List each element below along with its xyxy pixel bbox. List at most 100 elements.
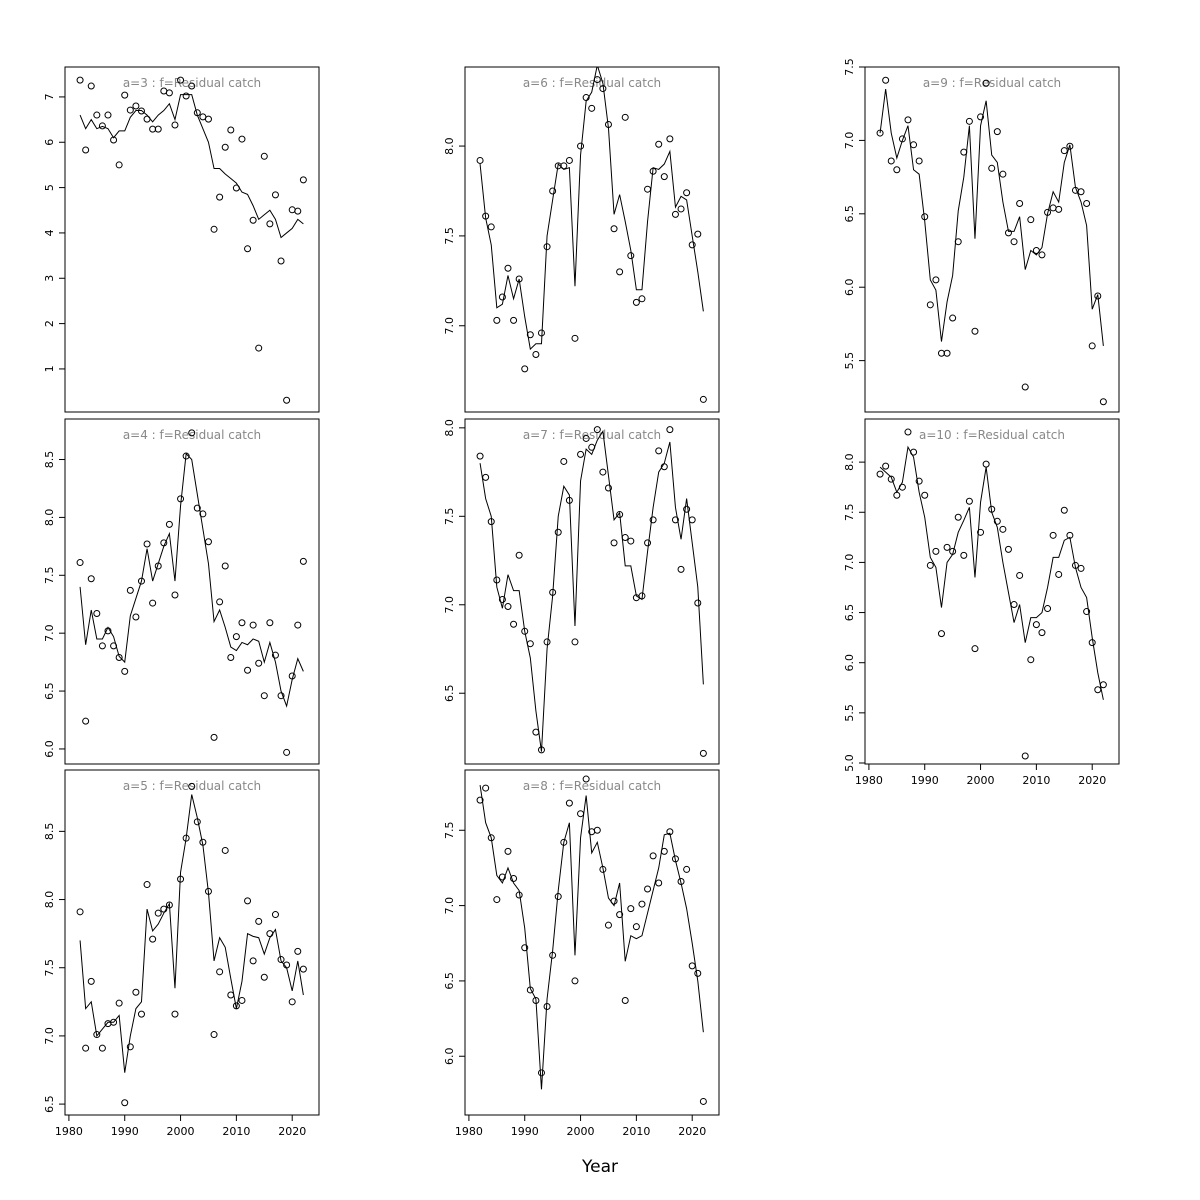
y-tick-label: 7.0 [443, 317, 456, 335]
data-point [932, 547, 940, 555]
data-point [621, 997, 629, 1005]
data-point [982, 79, 990, 87]
y-tick-label: 7.5 [43, 959, 56, 977]
data-point [82, 1044, 90, 1052]
data-point [126, 586, 134, 594]
y-tick-label: 7.0 [843, 554, 856, 572]
data-point [882, 462, 890, 470]
data-point [238, 619, 246, 627]
plot-area [76, 76, 307, 404]
data-point [582, 434, 590, 442]
y-tick-label: 8.0 [843, 453, 856, 471]
x-tick-label: 2020 [278, 1125, 306, 1138]
data-point [604, 921, 612, 929]
data-point [299, 965, 307, 973]
data-point [965, 117, 973, 125]
panel-title: a=5 : f=Residual catch [123, 779, 261, 793]
data-point [210, 1031, 218, 1039]
data-point [993, 128, 1001, 136]
data-point [1099, 681, 1107, 689]
data-point [482, 784, 490, 792]
plot-frame [864, 418, 1120, 765]
data-point [616, 268, 624, 276]
y-tick-label: 6.0 [43, 740, 56, 758]
data-point [510, 874, 518, 882]
data-point [210, 733, 218, 741]
data-point [277, 956, 285, 964]
y-tick-label: 6.5 [843, 205, 856, 223]
data-point [655, 879, 663, 887]
data-point [1021, 752, 1029, 760]
y-tick-label: 5.5 [843, 704, 856, 722]
data-point [493, 896, 501, 904]
data-point [216, 193, 224, 201]
y-tick-label: 7.5 [443, 822, 456, 840]
data-point [599, 468, 607, 476]
data-point [82, 146, 90, 154]
data-point [610, 225, 618, 233]
data-point [655, 140, 663, 148]
x-tick-label: 2000 [167, 1125, 195, 1138]
data-point [266, 930, 274, 938]
y-tick-label: 7.5 [843, 58, 856, 76]
data-point [232, 633, 240, 641]
panel: a=6 : f=Residual catch 7.0 7.5 8.0 [443, 66, 720, 413]
x-tick-label: 1990 [111, 1125, 139, 1138]
data-point [188, 429, 196, 437]
data-point [1038, 251, 1046, 259]
data-point [193, 504, 201, 512]
data-point [149, 935, 157, 943]
data-point [98, 1044, 106, 1052]
data-point [1032, 621, 1040, 629]
data-point [887, 157, 895, 165]
data-point [149, 599, 157, 607]
data-point [999, 525, 1007, 533]
data-point [949, 314, 957, 322]
data-point [1088, 342, 1096, 350]
data-point [593, 426, 601, 434]
data-point [644, 185, 652, 193]
data-point [921, 491, 929, 499]
x-tick-label: 2000 [967, 774, 995, 787]
data-point [87, 575, 95, 583]
data-point [537, 1069, 545, 1077]
data-point [543, 638, 551, 646]
data-point [699, 1097, 707, 1105]
data-point [1060, 506, 1068, 514]
data-point [977, 113, 985, 121]
y-tick-label: 7.5 [43, 567, 56, 585]
data-point [260, 152, 268, 160]
y-tick-label: 5.0 [843, 754, 856, 772]
data-point [621, 534, 629, 542]
data-point [154, 909, 162, 917]
data-point [132, 613, 140, 621]
data-point [244, 666, 252, 674]
y-tick-label: 6.5 [443, 684, 456, 702]
x-tick-label: 2010 [1022, 774, 1050, 787]
data-point [515, 551, 523, 559]
data-point [965, 497, 973, 505]
data-point [521, 944, 529, 952]
data-point [521, 365, 529, 373]
data-point [294, 207, 302, 215]
data-point [238, 135, 246, 143]
data-point [666, 135, 674, 143]
y-tick-label: 7.0 [43, 624, 56, 642]
data-point [1038, 629, 1046, 637]
data-point [649, 852, 657, 860]
data-point [266, 619, 274, 627]
data-point [171, 591, 179, 599]
data-point [1010, 601, 1018, 609]
plot-area [876, 76, 1107, 406]
data-point [87, 82, 95, 90]
y-tick-label: 7.0 [43, 1027, 56, 1045]
plot-frame [464, 418, 720, 765]
data-point [288, 998, 296, 1006]
plot-area [476, 67, 707, 403]
data-point [283, 748, 291, 756]
data-point [638, 295, 646, 303]
data-point [982, 460, 990, 468]
data-point [255, 659, 263, 667]
data-point [299, 557, 307, 565]
data-point [98, 642, 106, 650]
